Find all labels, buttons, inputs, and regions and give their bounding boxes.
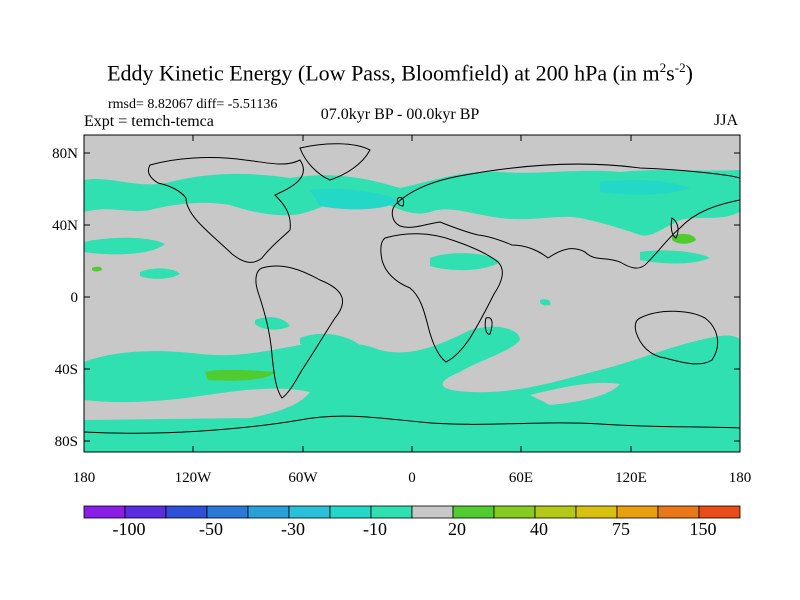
colorbar-label: 75	[612, 519, 630, 539]
coastline-north-america	[147, 157, 304, 263]
coastline-madagascar	[484, 317, 493, 335]
lat-label: 80N	[52, 146, 78, 162]
colorbar-swatch	[452, 505, 495, 519]
map-title: Eddy Kinetic Energy (Low Pass, Bloomfiel…	[107, 60, 693, 86]
colorbar-label: -50	[199, 519, 223, 539]
anomaly-region	[84, 388, 310, 420]
colorbar-swatch	[657, 505, 700, 519]
anomaly-region	[672, 233, 696, 244]
colorbar-label: 150	[690, 519, 717, 539]
anomaly-regions	[84, 170, 740, 452]
colorbar-swatch	[124, 505, 167, 519]
season-label: JJA	[714, 112, 739, 129]
lat-label: 80S	[55, 434, 78, 450]
lon-label: 180	[729, 470, 752, 486]
coastline-south-america	[255, 265, 344, 399]
anomaly-region	[430, 253, 500, 271]
anomaly-region	[310, 188, 400, 210]
lon-label: 120E	[615, 470, 647, 486]
anomaly-region	[84, 237, 165, 255]
anomaly-region	[640, 250, 710, 264]
colorbar-swatch	[370, 505, 413, 519]
colorbar-swatch	[534, 505, 577, 519]
lon-label: 120W	[175, 470, 213, 486]
colorbar-label: -100	[113, 519, 146, 539]
anomaly-region	[205, 369, 275, 381]
colorbar-swatch	[288, 505, 331, 519]
colorbar: -100 -50 -30 -10 20 40 75 150	[83, 505, 741, 539]
anomaly-region	[300, 333, 360, 350]
lon-label: 60W	[288, 470, 318, 486]
colorbar-label: -30	[281, 519, 305, 539]
longitude-axis: 180 120W 60W 0 60E 120E 180	[73, 135, 752, 486]
colorbar-swatch	[83, 505, 126, 519]
lon-label: 0	[408, 470, 416, 486]
latitude-axis: 80N 40N 0 40S 80S	[52, 146, 740, 450]
lat-label: 40S	[55, 362, 78, 378]
anomaly-region	[600, 180, 690, 195]
colorbar-swatch	[247, 505, 290, 519]
coastline-australia	[634, 310, 719, 365]
coastline-antarctica	[84, 415, 740, 434]
colorbar-swatch	[206, 505, 249, 519]
colorbar-swatch	[616, 505, 659, 519]
anomaly-region	[140, 268, 180, 279]
colorbar-swatch	[411, 505, 454, 519]
rmsd-label: rmsd= 8.82067 diff= -5.51136	[108, 97, 278, 112]
lat-label: 0	[71, 290, 79, 306]
colorbar-swatch	[493, 505, 536, 519]
anomaly-region	[255, 317, 290, 330]
lon-label: 60E	[509, 470, 533, 486]
colorbar-swatch	[575, 505, 618, 519]
lon-label: 180	[73, 470, 96, 486]
coastline-greenland	[299, 143, 371, 181]
anomaly-region	[92, 266, 102, 272]
colorbar-label: 20	[448, 519, 466, 539]
colorbar-swatch	[698, 505, 741, 519]
period-label: 07.0kyr BP - 00.0kyr BP	[320, 106, 480, 123]
anomaly-region	[84, 170, 740, 236]
experiment-label: Expt = temch-temca	[84, 113, 214, 130]
coastlines	[84, 143, 740, 434]
coastline-africa	[380, 233, 503, 363]
lat-label: 40N	[52, 218, 78, 234]
coastline-eurasia	[391, 163, 740, 269]
anomaly-region	[540, 299, 551, 306]
colorbar-label: -10	[363, 519, 387, 539]
anomaly-region	[84, 326, 740, 452]
coastline-japan	[670, 217, 679, 239]
anomaly-region	[530, 382, 620, 405]
colorbar-swatch	[165, 505, 208, 519]
coastline-uk	[396, 197, 405, 207]
colorbar-label: 40	[530, 519, 548, 539]
colorbar-swatch	[329, 505, 372, 519]
